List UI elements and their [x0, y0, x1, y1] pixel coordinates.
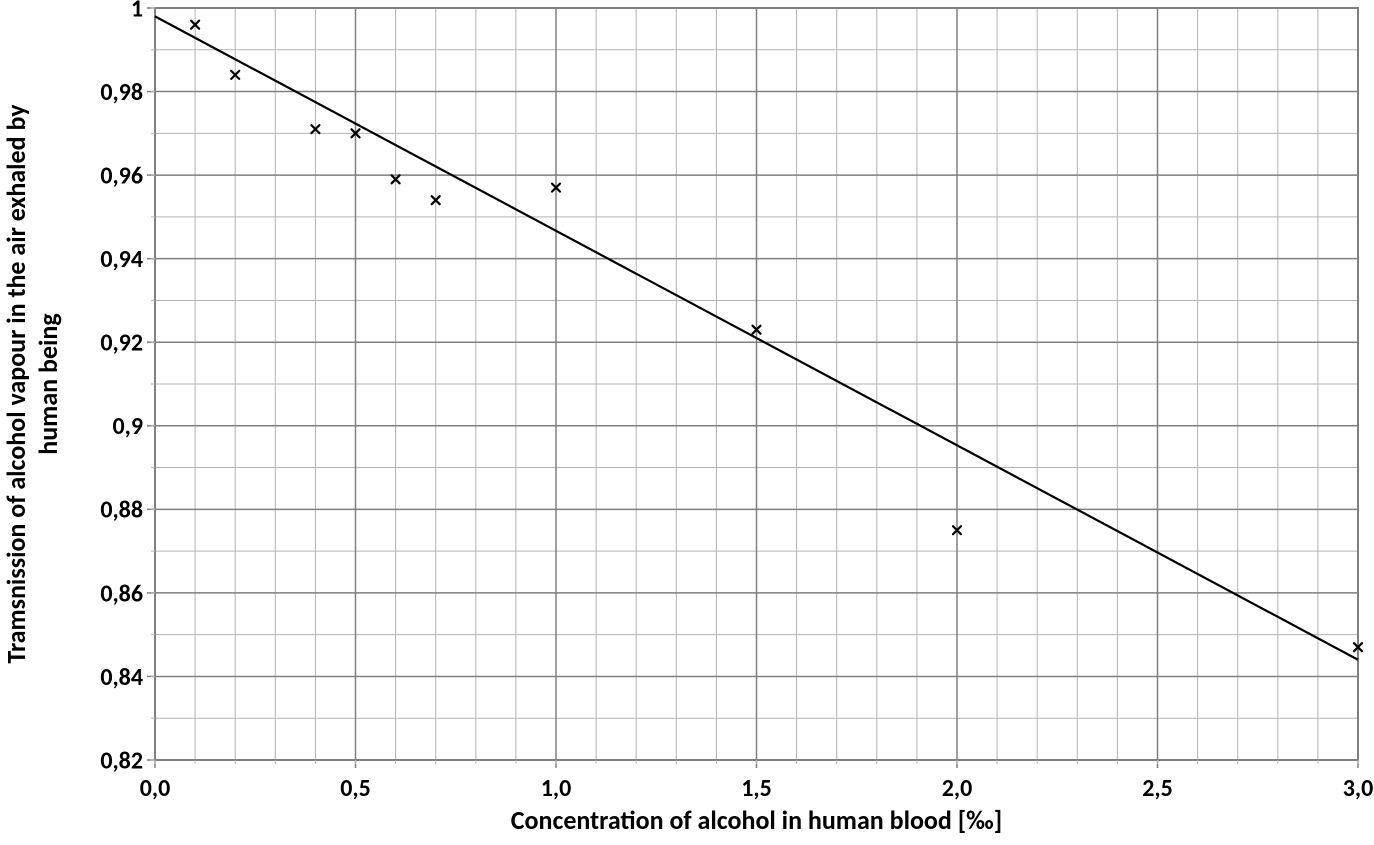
- y-tick-label: 1: [131, 0, 143, 23]
- y-tick-label: 0,88: [100, 496, 143, 525]
- y-tick-label: 0,94: [100, 245, 143, 274]
- y-tick-label: 0,82: [100, 746, 143, 775]
- y-tick-label: 0,86: [100, 579, 143, 608]
- x-tick-label: 0,5: [340, 774, 371, 803]
- y-axis-label: Tramsnission of alcohol vapour in the ai…: [0, 104, 64, 663]
- x-tick-label: 3,0: [1343, 774, 1374, 803]
- x-tick-label: 1,5: [741, 774, 772, 803]
- y-tick-label: 0,96: [100, 162, 143, 191]
- x-tick-label: 2,0: [942, 774, 973, 803]
- x-tick-label: 2,5: [1142, 774, 1173, 803]
- y-tick-label: 0,84: [100, 663, 143, 692]
- x-tick-label: 0,0: [140, 774, 171, 803]
- x-axis-label: Concentration of alcohol in human blood …: [511, 804, 1002, 836]
- y-tick-label: 0,98: [100, 78, 143, 107]
- chart-svg: 0,0 0,5 1,0 1,5 2,0 2,5 3,0 0,82 0,84 0,86 0,88 0,9…: [0, 0, 1374, 845]
- chart-container: 0,0 0,5 1,0 1,5 2,0 2,5 3,0 0,82 0,84 0,86 0,88 0,9…: [0, 0, 1374, 845]
- x-tick-label: 1,0: [541, 774, 572, 803]
- y-tick-label: 0,92: [100, 329, 143, 358]
- y-axis-label-line2: human being: [32, 104, 64, 663]
- y-tick-label: 0,9: [112, 412, 143, 441]
- y-axis-label-line1: Tramsnission of alcohol vapour in the ai…: [0, 104, 32, 663]
